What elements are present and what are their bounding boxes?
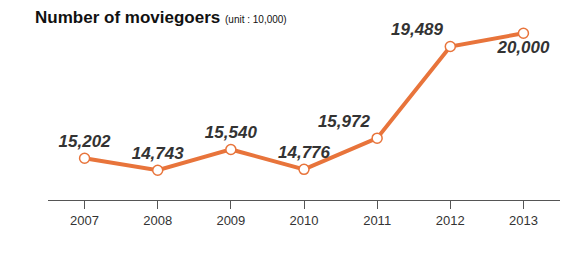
svg-text:19,489: 19,489	[391, 20, 444, 39]
svg-text:2011: 2011	[363, 213, 391, 228]
svg-text:2009: 2009	[216, 213, 245, 228]
svg-text:2010: 2010	[290, 213, 319, 228]
svg-text:Number of moviegoers (unit : 1: Number of moviegoers (unit : 10,000)	[35, 8, 287, 27]
svg-text:15,540: 15,540	[205, 123, 258, 142]
svg-text:2007: 2007	[70, 213, 99, 228]
svg-text:15,972: 15,972	[318, 112, 371, 131]
svg-text:20,000: 20,000	[496, 38, 550, 57]
svg-text:14,776: 14,776	[278, 143, 331, 162]
svg-text:2008: 2008	[143, 213, 172, 228]
svg-text:2013: 2013	[509, 213, 538, 228]
svg-text:15,202: 15,202	[59, 132, 112, 151]
svg-text:14,743: 14,743	[132, 144, 185, 163]
svg-text:2012: 2012	[436, 213, 465, 228]
